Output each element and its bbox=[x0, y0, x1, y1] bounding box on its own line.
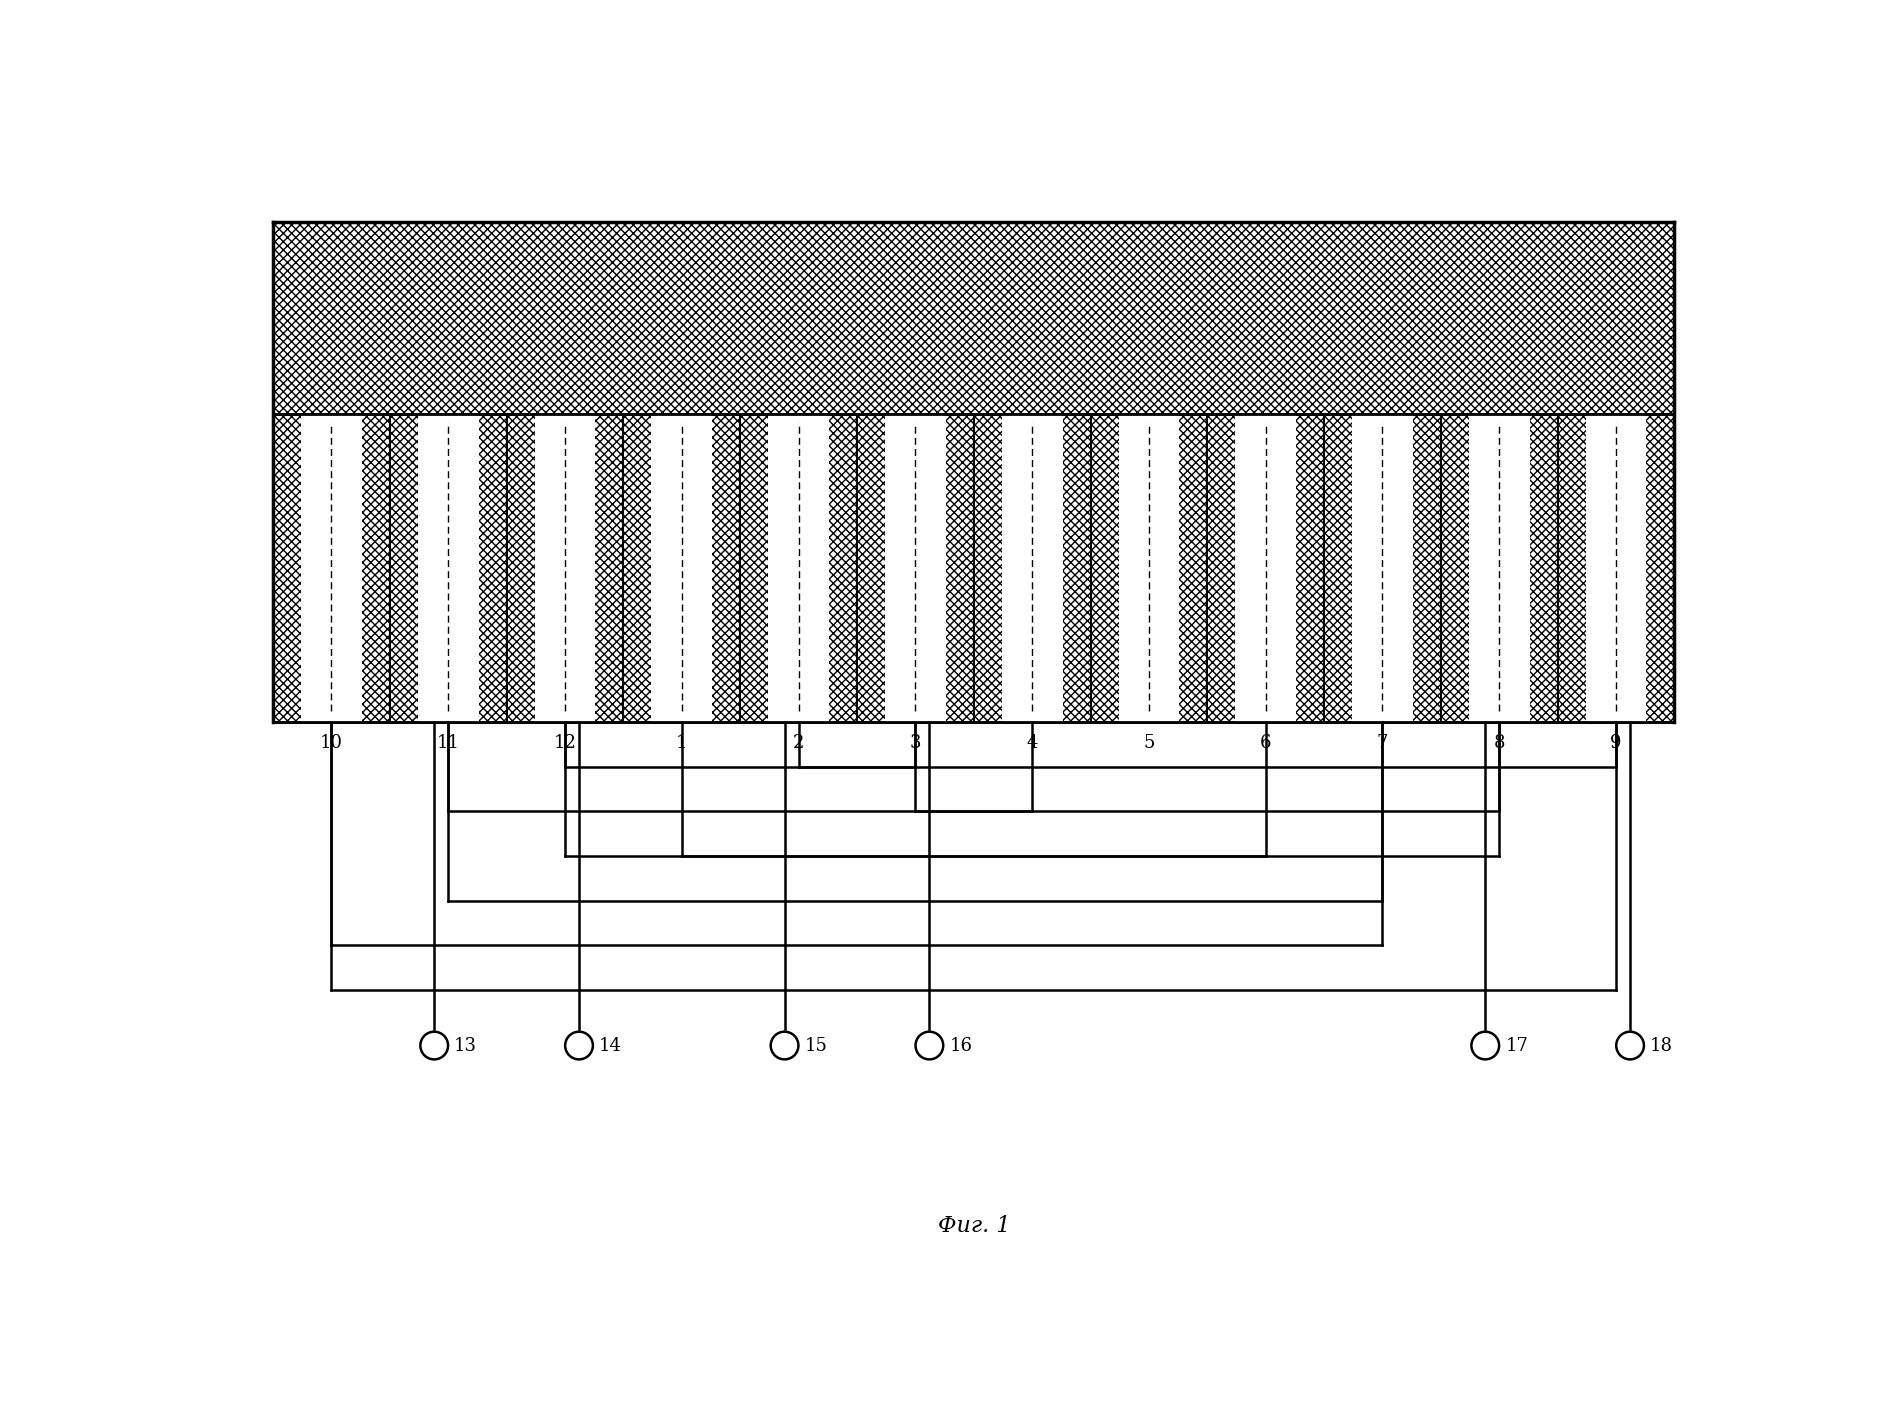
Bar bbox=[1119, 414, 1180, 723]
Text: 7: 7 bbox=[1378, 734, 1389, 751]
Text: 1: 1 bbox=[676, 734, 688, 751]
Text: 16: 16 bbox=[950, 1036, 973, 1054]
Bar bbox=[885, 414, 946, 723]
Bar bbox=[1586, 414, 1647, 723]
Circle shape bbox=[1471, 1032, 1499, 1060]
Bar bbox=[418, 414, 479, 723]
Bar bbox=[1353, 414, 1414, 723]
Text: 13: 13 bbox=[454, 1036, 477, 1054]
Text: 17: 17 bbox=[1505, 1036, 1528, 1054]
Circle shape bbox=[771, 1032, 798, 1060]
Text: 14: 14 bbox=[598, 1036, 621, 1054]
Text: 3: 3 bbox=[910, 734, 921, 751]
Circle shape bbox=[564, 1032, 593, 1060]
Text: 9: 9 bbox=[1611, 734, 1623, 751]
Circle shape bbox=[1617, 1032, 1644, 1060]
Text: 6: 6 bbox=[1260, 734, 1271, 751]
Text: 8: 8 bbox=[1493, 734, 1505, 751]
Bar bbox=[1001, 414, 1062, 723]
Text: 10: 10 bbox=[319, 734, 342, 751]
Text: 12: 12 bbox=[553, 734, 576, 751]
Bar bbox=[652, 414, 712, 723]
Bar bbox=[274, 221, 1674, 414]
Text: 11: 11 bbox=[437, 734, 460, 751]
Bar bbox=[1469, 414, 1530, 723]
Bar bbox=[534, 414, 595, 723]
Text: 2: 2 bbox=[792, 734, 804, 751]
Text: Фиг. 1: Фиг. 1 bbox=[937, 1216, 1011, 1237]
Circle shape bbox=[420, 1032, 448, 1060]
Bar bbox=[274, 414, 1674, 723]
Circle shape bbox=[916, 1032, 942, 1060]
Bar bbox=[1235, 414, 1296, 723]
Text: 15: 15 bbox=[804, 1036, 828, 1054]
Bar bbox=[300, 414, 361, 723]
Text: 4: 4 bbox=[1026, 734, 1037, 751]
Bar bbox=[768, 414, 828, 723]
Text: 5: 5 bbox=[1144, 734, 1155, 751]
Text: 18: 18 bbox=[1649, 1036, 1674, 1054]
